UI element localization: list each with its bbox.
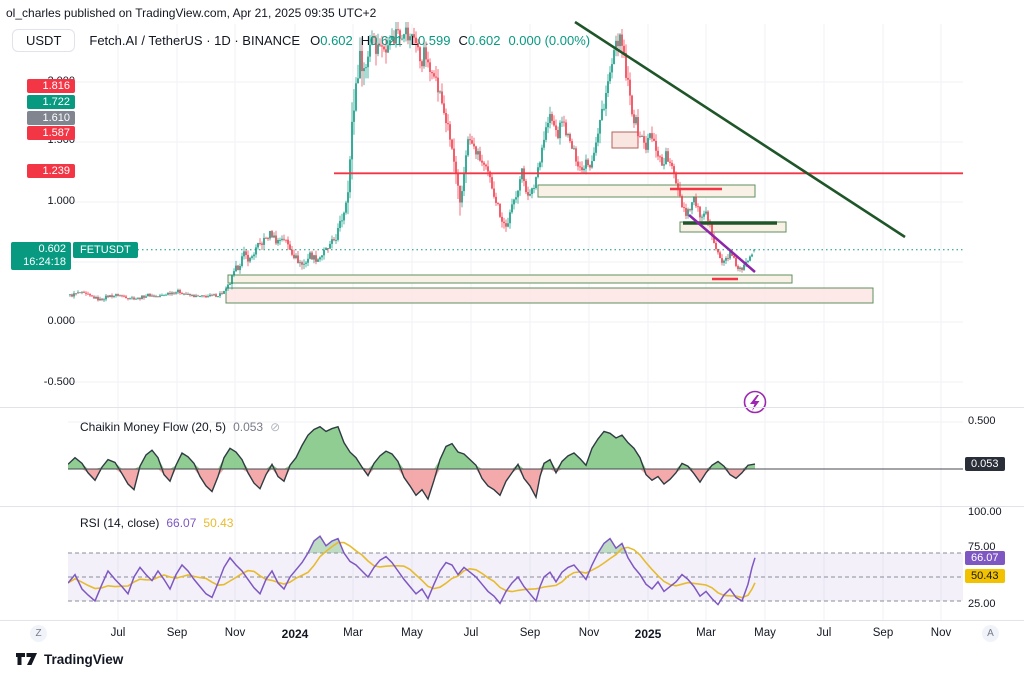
price-scale[interactable]: 2.0001.5001.0000.000-0.5001.8161.7221.61… <box>0 0 80 620</box>
rsi-title: RSI (14, close) <box>80 516 160 530</box>
high-value: 0.621 <box>370 32 403 48</box>
time-tick-Sep: Sep <box>519 627 541 639</box>
price-axis-label: 0.000 <box>47 315 75 327</box>
cmf-title: Chaikin Money Flow (20, 5) <box>80 420 227 434</box>
time-tick-Jul: Jul <box>463 627 479 639</box>
rsi-value-badge: 66.07 <box>965 551 1005 565</box>
tradingview-logo-icon <box>16 653 37 665</box>
published-attribution: ol_charles published on TradingView.com,… <box>6 6 377 20</box>
rsi-axis-label: 25.00 <box>968 598 996 610</box>
rsi-axis-label: 75.00 <box>968 541 996 553</box>
supply-demand-zones <box>225 131 874 304</box>
drawings <box>133 20 963 281</box>
rsi-ma-value: 50.43 <box>203 516 234 530</box>
bar-countdown: 16:24:18 <box>23 256 66 268</box>
rsi-value-badge: 50.43 <box>965 569 1005 583</box>
cmf-pane-legend[interactable]: Chaikin Money Flow (20, 5) 0.053 ⊘ <box>80 420 280 434</box>
time-scale[interactable]: Z A Jul Sep Nov 2024 Mar May Jul Sep Nov 2025 Mar M… <box>0 625 1024 645</box>
price-level-badge: 1.816 <box>27 79 75 93</box>
time-tick-Sep: Sep <box>872 627 894 639</box>
price-level-badge: 1.587 <box>27 126 75 140</box>
open-label: O <box>310 32 321 48</box>
time-tick-Mar: Mar <box>343 627 363 639</box>
close-label: C <box>458 32 468 48</box>
current-price-value: 0.602 <box>38 243 66 255</box>
symbol-title[interactable]: Fetch.AI / TetherUS · 1D · BINANCE <box>89 32 301 48</box>
gridlines <box>68 24 963 620</box>
time-tick-2025: 2025 <box>634 627 662 641</box>
cmf-value-badge: 0.053 <box>965 457 1005 471</box>
time-tick-May: May <box>754 627 776 639</box>
candlestick-series <box>69 22 755 303</box>
time-tick-May: May <box>401 627 423 639</box>
current-price-badge: 0.602 16:24:18 <box>11 242 71 270</box>
time-tick-Jul: Jul <box>110 627 126 639</box>
cmf-series <box>68 425 756 501</box>
time-tick-Mar: Mar <box>696 627 716 639</box>
price-level-badge: 1.722 <box>27 95 75 109</box>
price-axis-label: 1.000 <box>47 195 75 207</box>
auto-scale-badge[interactable]: A <box>982 625 999 642</box>
rsi-pane-legend[interactable]: RSI (14, close) 66.07 50.43 <box>80 516 233 530</box>
time-tick-Sep: Sep <box>166 627 188 639</box>
low-value: 0.599 <box>417 32 451 48</box>
time-tick-2024: 2024 <box>281 627 309 641</box>
low-label: L <box>410 32 418 48</box>
timezone-badge[interactable]: Z <box>30 625 47 642</box>
cmf-axis-label: 0.500 <box>968 415 996 427</box>
ohlc-readout: O0.602 H0.621 L0.599 C0.602 0.000 (0.00%… <box>310 33 590 48</box>
price-axis-label: -0.500 <box>43 376 75 388</box>
rsi-value: 66.07 <box>166 516 197 530</box>
chart-header: USDT Fetch.AI / TetherUS · 1D · BINANCE … <box>12 28 590 52</box>
cmf-value: 0.053 <box>233 420 264 434</box>
time-tick-Jul: Jul <box>816 627 832 639</box>
time-tick-Nov: Nov <box>930 627 952 639</box>
brand-name: TradingView <box>44 652 124 667</box>
rsi-axis-label: 100.00 <box>968 506 1002 518</box>
time-tick-Nov: Nov <box>224 627 246 639</box>
symbol-price-tag: FETUSDT <box>73 242 138 258</box>
tradingview-logo[interactable]: TradingView <box>16 652 123 667</box>
close-value: 0.602 <box>467 32 501 48</box>
no-entries-icon: ⊘ <box>270 420 281 434</box>
price-level-badge: 1.610 <box>27 111 75 125</box>
lightning-marker-icon <box>743 390 767 414</box>
rsi-series <box>68 535 963 606</box>
indicator-scale[interactable]: 0.5000.000100.0075.0025.000.05366.0750.4… <box>963 0 1024 620</box>
high-label: H <box>360 32 371 48</box>
time-tick-Nov: Nov <box>578 627 600 639</box>
change-value: 0.000 (0.00%) <box>508 32 591 48</box>
open-value: 0.602 <box>320 32 353 48</box>
price-level-badge: 1.239 <box>27 164 75 178</box>
currency-button[interactable]: USDT <box>12 28 76 52</box>
